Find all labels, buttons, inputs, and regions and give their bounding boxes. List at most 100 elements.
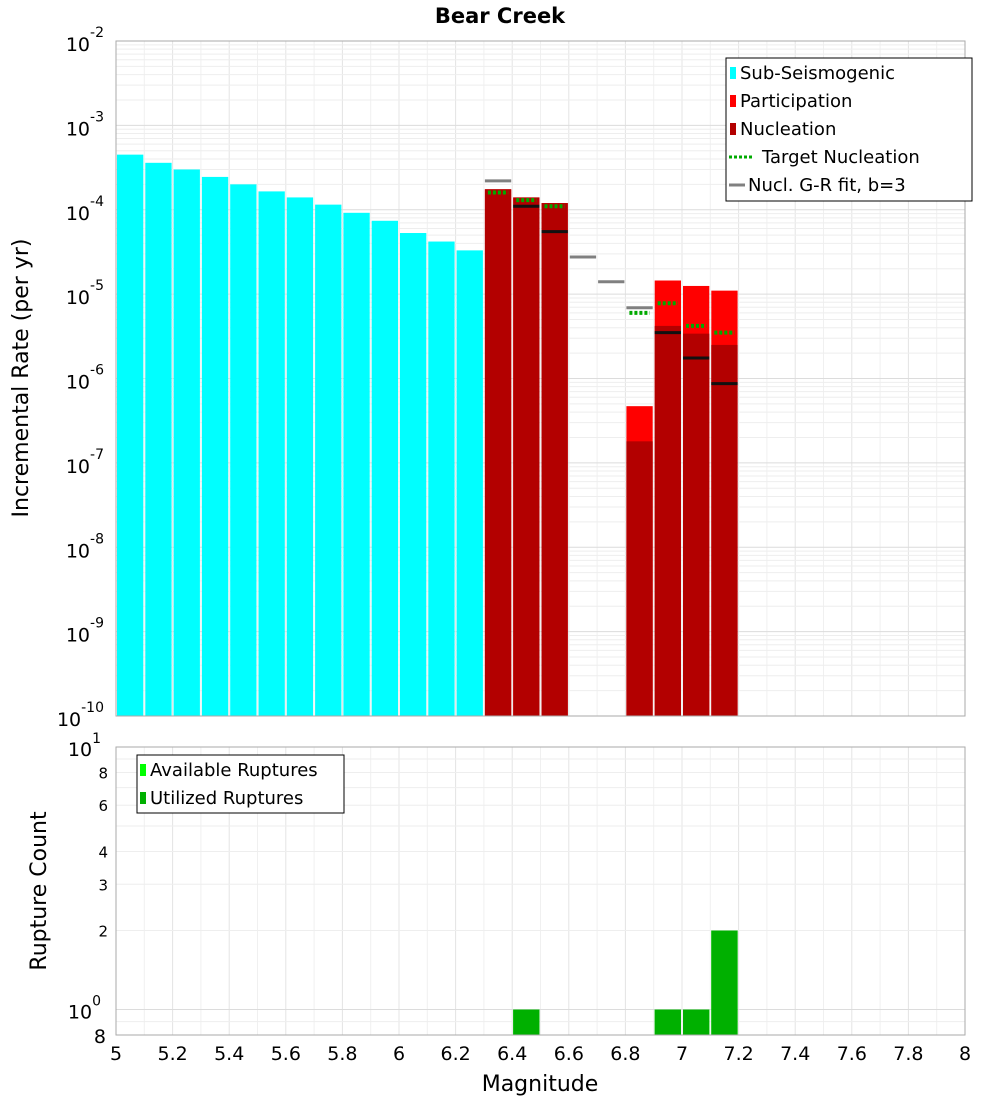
y-tick-label: 10-10 — [57, 700, 104, 731]
y-tick-exponent: -4 — [90, 194, 104, 210]
y-tick-base: 10 — [66, 540, 90, 562]
y-tick-base: 10 — [66, 203, 90, 225]
legend-label: Sub-Seismogenic — [740, 63, 895, 84]
y-tick-exponent: -3 — [90, 109, 104, 125]
x-tick-label: 7.4 — [780, 1043, 810, 1065]
x-tick-labels: 5 5.2 5.4 5.6 5.8 6 6.2 6.4 6.6 6.8 7 7.2 7.4 7.6 7.8 8 — [110, 1043, 971, 1065]
top-y-axis-label: Incremental Rate (per yr) — [9, 239, 34, 518]
bottom-y-axis-label: Rupture Count — [27, 811, 52, 971]
y-tick-label: 10-4 — [66, 194, 104, 225]
bottom-marks — [513, 930, 738, 1035]
legend-label: Nucleation — [740, 119, 836, 140]
nucleation-bar — [484, 189, 512, 717]
nucleation-bar — [683, 333, 710, 716]
y-tick-label: 10-3 — [66, 109, 104, 140]
sub-seismogenic-bar — [371, 220, 398, 716]
legend-label: Participation — [740, 91, 852, 112]
legend-swatch — [730, 95, 736, 107]
sub-seismogenic-bar — [230, 184, 257, 717]
y-tick-exponent: -10 — [81, 700, 104, 716]
x-tick-label: 6 — [393, 1043, 405, 1065]
x-tick-label: 6.6 — [554, 1043, 584, 1065]
y-minor-tick-label: 6 — [98, 797, 108, 815]
chart-title: Bear Creek — [435, 4, 566, 28]
nucleation-bar — [541, 203, 568, 716]
y-tick-base: 10 — [66, 118, 90, 140]
y-tick-label: 10-5 — [66, 278, 104, 309]
x-tick-label: 5 — [110, 1043, 122, 1065]
sub-seismogenic-bar — [343, 212, 370, 716]
y-tick-exponent: 1 — [92, 731, 101, 747]
top-plot-frame — [115, 40, 966, 717]
x-tick-label: 5.8 — [327, 1043, 357, 1065]
y-tick-base: 10 — [66, 372, 90, 394]
legend-label: Target Nucleation — [761, 147, 920, 168]
legend-swatch — [140, 792, 146, 804]
y-minor-tick-label: 3 — [98, 876, 108, 894]
legend-box — [136, 754, 345, 814]
y-tick-exponent: -5 — [90, 278, 104, 294]
x-tick-label: 7.8 — [893, 1043, 923, 1065]
y-tick-exponent: -9 — [90, 616, 104, 632]
bottom-legend: Available Ruptures Utilized Ruptures — [136, 754, 345, 814]
top-y-ticks: 10-210-310-410-510-610-710-810-910-10 — [57, 25, 104, 731]
legend-swatch — [140, 764, 146, 776]
bottom-plot-frame — [115, 746, 966, 1036]
y-tick-exponent: 0 — [92, 994, 101, 1010]
top-marks — [117, 154, 738, 717]
sub-seismogenic-bar — [201, 176, 229, 716]
x-tick-label: 5.6 — [271, 1043, 301, 1065]
y-tick-base: 10 — [66, 456, 90, 478]
x-axis-label: Magnitude — [482, 1072, 599, 1097]
x-tick-label: 6.4 — [497, 1043, 527, 1065]
y-tick-label: 101 — [68, 731, 101, 761]
y-minor-tick-label: 8 — [98, 764, 108, 782]
utilized-ruptures-bar — [654, 1009, 681, 1035]
x-tick-label: 7 — [676, 1043, 688, 1065]
y-tick-label: 10-2 — [66, 25, 104, 56]
y-tick-label: 10-8 — [66, 531, 104, 562]
legend-box — [725, 57, 973, 202]
y-tick-exponent: -7 — [90, 447, 104, 463]
y-tick-exponent: -2 — [90, 25, 104, 41]
nucleation-bar — [654, 325, 681, 716]
sub-seismogenic-bar — [145, 162, 172, 716]
y-minor-tick-label: 8 — [94, 1026, 106, 1048]
y-tick-label: 10-9 — [66, 616, 104, 647]
y-tick-label: 10-7 — [66, 447, 104, 478]
x-tick-label: 6.2 — [440, 1043, 470, 1065]
x-tick-label: 5.4 — [214, 1043, 244, 1065]
x-tick-label: 6.8 — [610, 1043, 640, 1065]
sub-seismogenic-bar — [315, 204, 342, 717]
y-minor-tick-label: 4 — [98, 843, 108, 861]
y-tick-label: 100 — [68, 994, 101, 1024]
x-tick-label: 7.6 — [837, 1043, 867, 1065]
y-tick-base: 10 — [68, 1002, 92, 1024]
y-tick-base: 10 — [66, 625, 90, 647]
sub-seismogenic-bar — [286, 197, 314, 717]
legend-label: Nucl. G-R fit, b=3 — [748, 175, 906, 196]
y-minor-tick-label: 2 — [98, 923, 108, 941]
top-legend: Sub-Seismogenic Participation Nucleation Ta… — [725, 57, 973, 202]
nucleation-bar — [626, 441, 653, 716]
legend-label: Available Ruptures — [150, 760, 318, 781]
y-tick-exponent: -8 — [90, 531, 104, 547]
y-tick-base: 10 — [68, 739, 92, 761]
legend-swatch — [730, 67, 736, 79]
nucleation-bar — [513, 197, 540, 717]
legend-label: Utilized Ruptures — [150, 788, 303, 809]
x-tick-label: 5.2 — [157, 1043, 187, 1065]
sub-seismogenic-bar — [173, 169, 200, 716]
sub-seismogenic-bar — [400, 233, 427, 716]
utilized-ruptures-bar — [683, 1009, 710, 1035]
x-tick-label: 7.2 — [723, 1043, 753, 1065]
utilized-ruptures-bar — [513, 1009, 540, 1035]
sub-seismogenic-bar — [117, 154, 144, 716]
y-tick-label: 10-6 — [66, 363, 104, 394]
sub-seismogenic-bar — [456, 250, 483, 717]
sub-seismogenic-bar — [258, 191, 285, 717]
y-tick-base: 10 — [57, 709, 81, 731]
utilized-ruptures-bar — [711, 930, 738, 1035]
y-tick-base: 10 — [66, 287, 90, 309]
